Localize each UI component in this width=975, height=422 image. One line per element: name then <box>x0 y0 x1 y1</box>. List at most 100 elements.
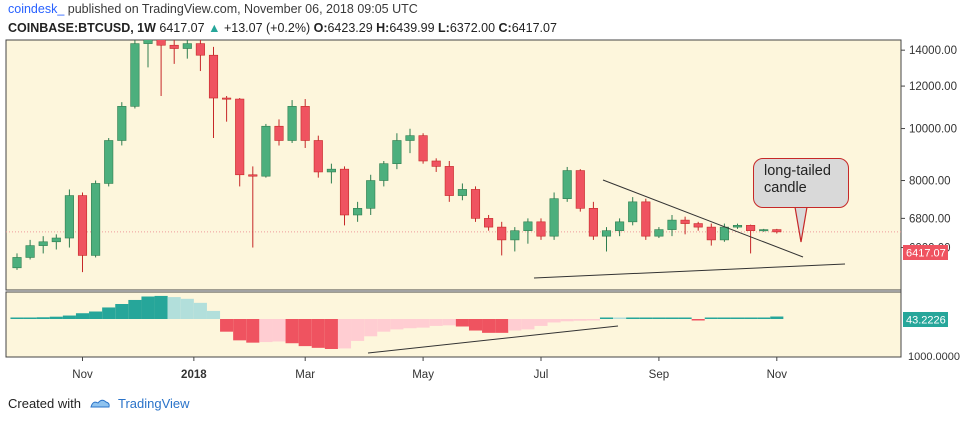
price-tick-label: 12000.00 <box>909 81 957 93</box>
histogram-bar <box>180 298 194 319</box>
candle-body <box>772 229 782 233</box>
candle-body <box>746 225 756 231</box>
price-pane[interactable] <box>5 39 902 291</box>
candle-body <box>732 225 743 228</box>
upper-trendline <box>602 179 804 258</box>
histogram-bar <box>704 317 718 319</box>
open-label: O: <box>313 21 328 35</box>
candle-body <box>680 219 690 224</box>
time-tick-label: Mar <box>295 369 315 381</box>
candle-body <box>457 189 467 196</box>
histogram-bar <box>508 319 522 331</box>
candle-body <box>470 189 481 219</box>
price-change: +13.07 (+0.2%) <box>223 21 311 35</box>
histogram-bar <box>547 319 561 323</box>
indicator-trendline <box>367 325 619 354</box>
candle-body <box>719 226 729 241</box>
candle-body <box>654 229 664 237</box>
low-value: 6372.00 <box>449 21 496 35</box>
time-tick-label: Sep <box>649 369 669 381</box>
candle-body <box>12 257 22 269</box>
close-value: 6417.07 <box>511 21 557 35</box>
time-tick-label: 2018 <box>181 369 207 381</box>
open-value: 6423.29 <box>327 21 373 35</box>
candles <box>12 40 782 273</box>
candle-body <box>588 208 598 237</box>
candle-body <box>208 54 219 99</box>
histogram-bar <box>717 317 731 319</box>
candle-body <box>510 230 520 241</box>
tradingview-logo-icon <box>89 399 110 408</box>
candle-body <box>235 98 245 176</box>
histogram-bar <box>377 319 391 332</box>
author-name[interactable]: coindesk_ <box>8 2 65 16</box>
price-axis: 14000.0012000.0010000.008000.006800.0060… <box>901 45 957 255</box>
candle-body <box>641 201 651 237</box>
histogram-bar <box>521 319 535 330</box>
histogram-bar <box>337 319 352 349</box>
histogram-bar <box>89 311 103 319</box>
lower-trendline <box>533 263 846 279</box>
histogram-bar <box>455 319 469 327</box>
candle-body <box>182 43 192 49</box>
indicator-value-text: 43.2226 <box>906 315 946 327</box>
candle-body <box>339 168 350 216</box>
symbol-label: COINBASE:BTCUSD, 1W <box>8 21 156 35</box>
indicator-value-tag: 43.2226 <box>903 312 948 327</box>
histogram-bar <box>62 315 76 319</box>
candle-body <box>222 97 232 100</box>
indicator-tick-label: 1000.0000 <box>908 351 960 363</box>
histogram-bar <box>757 317 771 319</box>
histogram-bar <box>102 307 116 319</box>
histogram-bar <box>416 319 430 328</box>
histogram-bar <box>259 319 273 343</box>
candle-body <box>497 226 507 241</box>
time-tick-label: May <box>412 369 434 381</box>
histogram-bar <box>573 319 587 321</box>
histogram-bar <box>665 317 679 319</box>
trendlines <box>367 179 846 354</box>
histogram-bar <box>75 313 90 319</box>
histogram-bar <box>730 317 745 319</box>
candle-body <box>248 174 258 177</box>
candle-body <box>25 245 35 258</box>
candle-body <box>38 241 48 246</box>
histogram-bar <box>128 299 142 319</box>
histogram-bar <box>36 317 50 319</box>
price-chart[interactable]: 14000.0012000.0010000.008000.006800.0060… <box>0 0 975 390</box>
candle-body <box>549 198 559 237</box>
histogram-bar <box>744 317 758 319</box>
time-tick-label: Nov <box>72 369 93 381</box>
candle-body <box>169 44 179 49</box>
ohlc-bar: COINBASE:BTCUSD, 1W 6417.07 ▲ +13.07 (+0… <box>8 21 557 35</box>
histogram-bar <box>272 319 286 342</box>
histogram-bar <box>599 317 614 319</box>
candle-body <box>484 218 494 228</box>
candle-body <box>64 195 74 239</box>
histogram-bar <box>403 319 417 329</box>
histogram-bar <box>586 319 600 321</box>
histogram-bar <box>613 317 627 319</box>
time-axis: Nov 2018 Mar May Jul Sep Nov <box>72 357 787 381</box>
tradingview-link[interactable]: TradingView <box>118 396 190 411</box>
histogram-bar <box>770 316 784 319</box>
candle-body <box>353 208 363 216</box>
histogram-bar <box>10 317 24 319</box>
histogram-bar <box>468 319 483 331</box>
histogram-bar <box>193 302 207 319</box>
candle-body <box>562 170 572 199</box>
histogram-bar <box>154 295 168 319</box>
histogram-bar <box>429 319 443 326</box>
candle-body <box>706 226 716 241</box>
candle-body <box>523 221 533 231</box>
last-price-tag-bg <box>903 245 948 260</box>
candle-body <box>156 40 166 46</box>
candle-body <box>77 195 88 256</box>
low-label: L: <box>438 21 450 35</box>
histogram-bar <box>23 317 37 319</box>
histogram-bar <box>364 319 378 337</box>
candle-body <box>601 230 612 237</box>
high-label: H: <box>376 21 390 35</box>
candle-body <box>667 219 677 230</box>
candle-body <box>51 237 61 243</box>
